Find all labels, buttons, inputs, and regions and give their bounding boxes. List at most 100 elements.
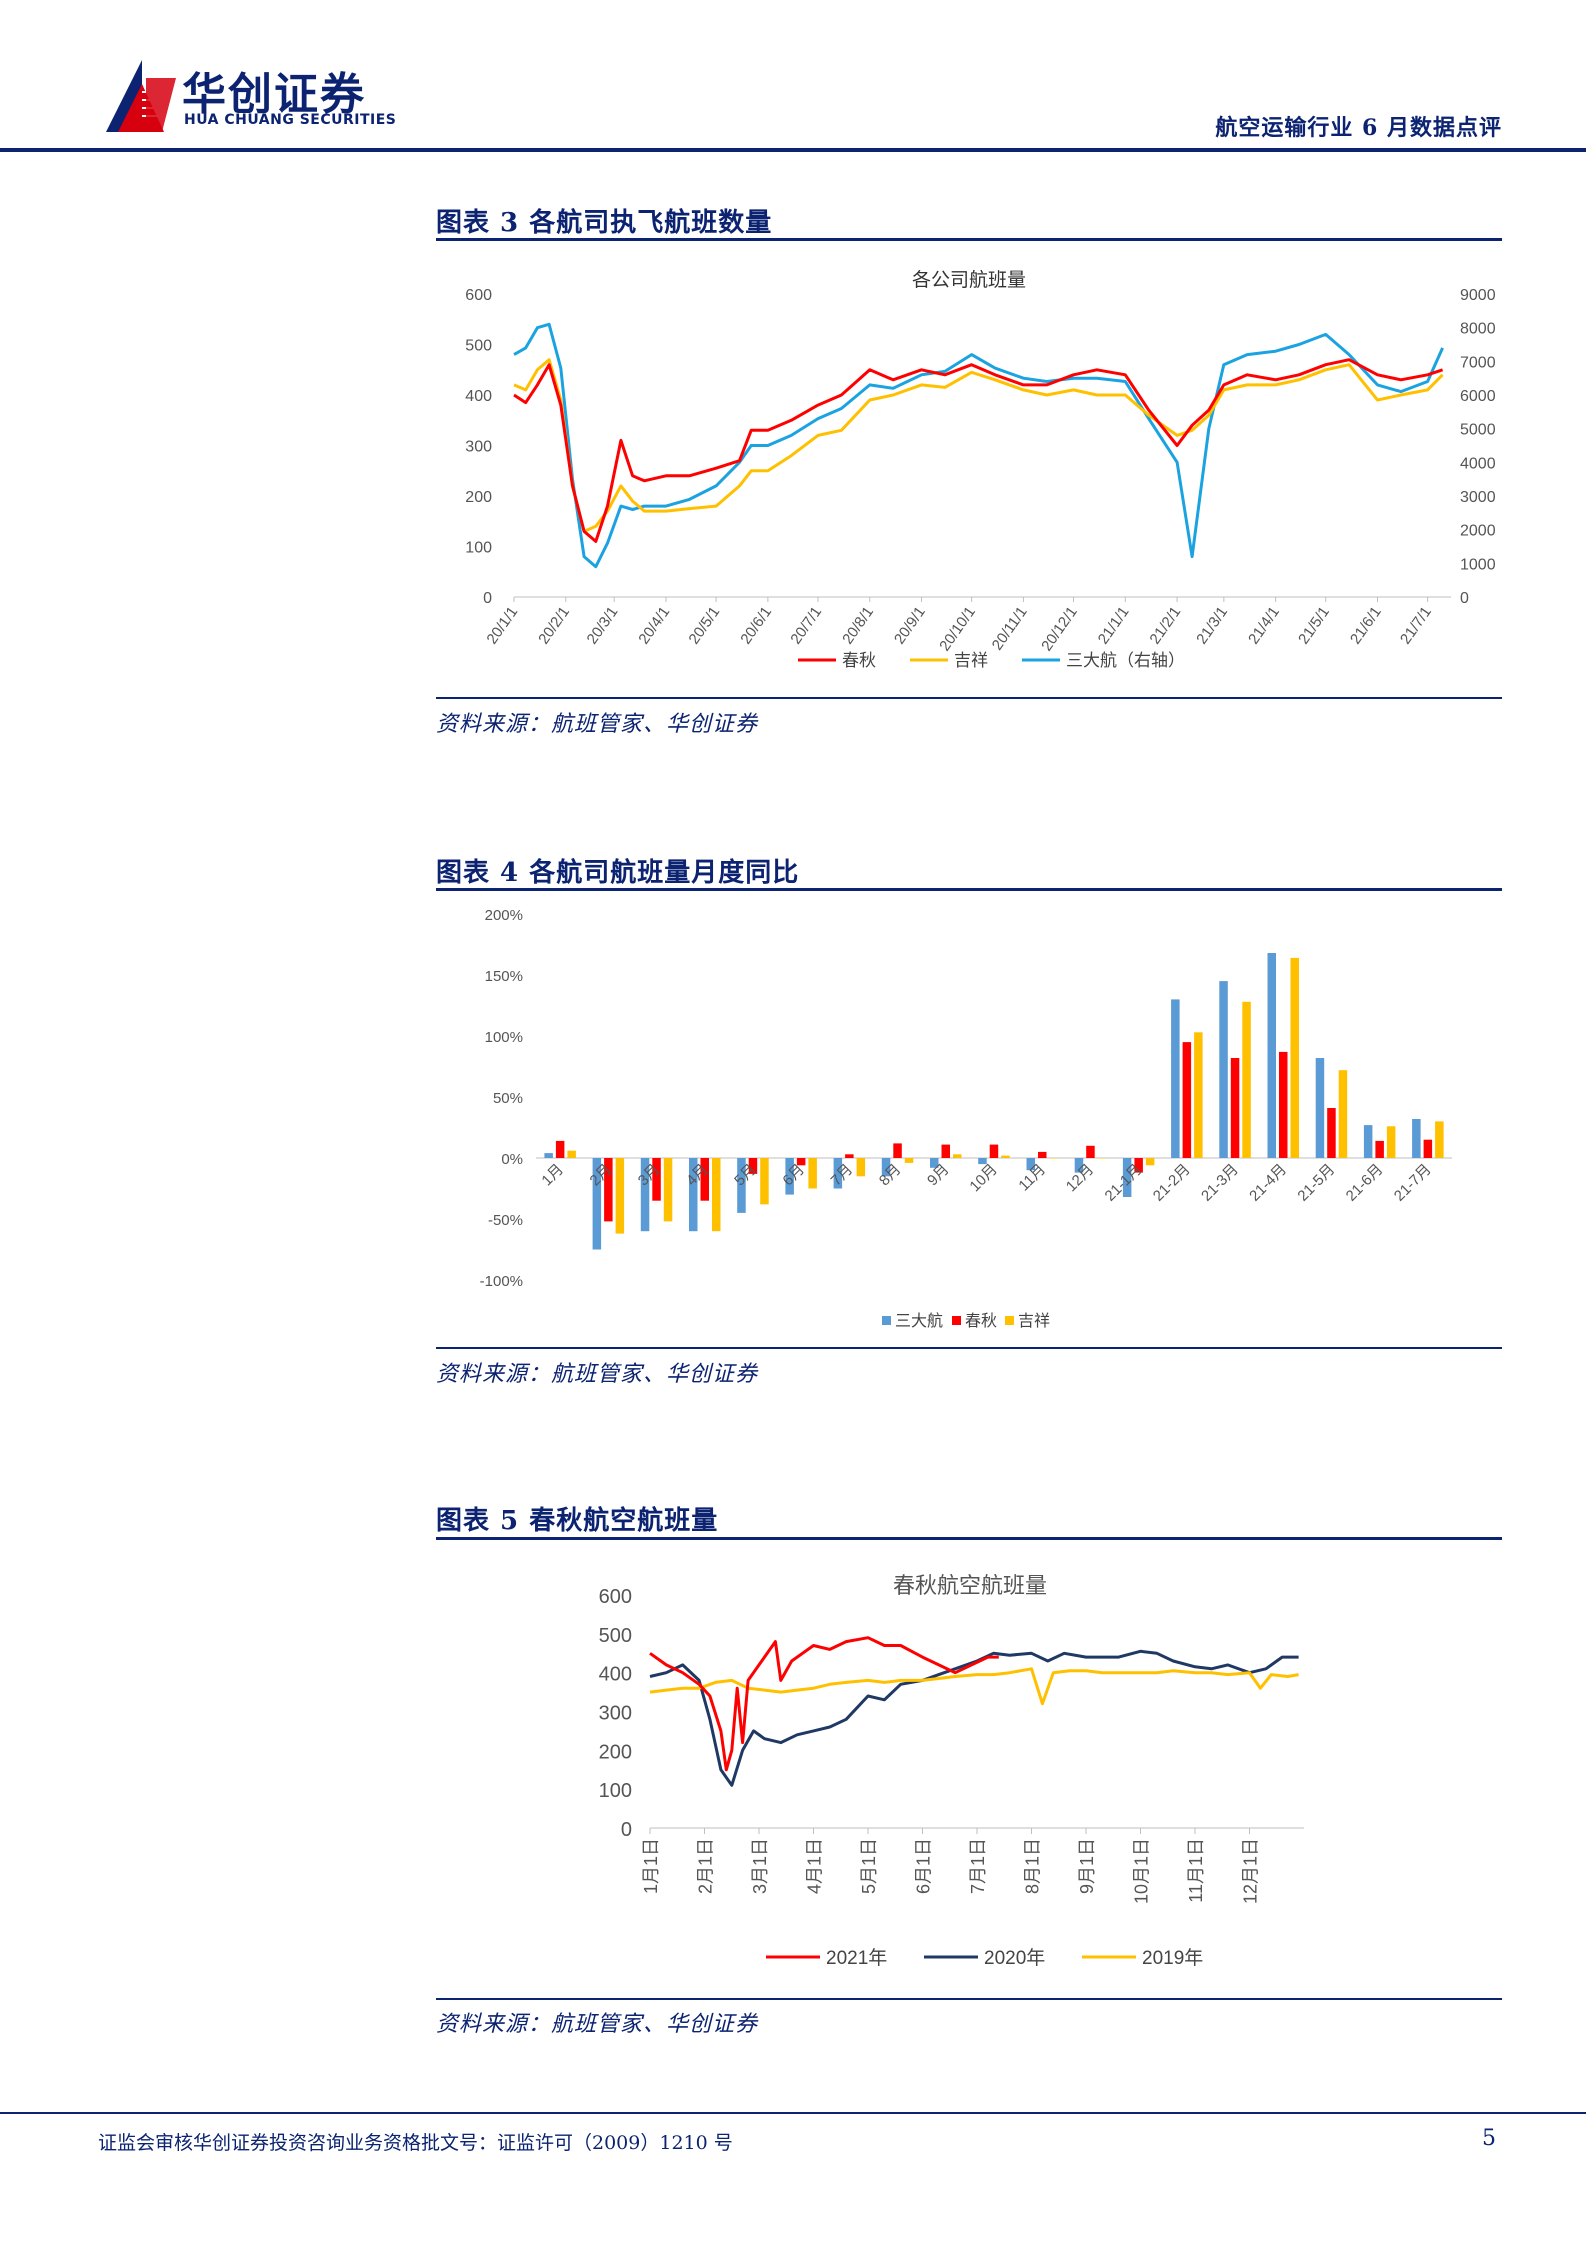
figure3-left-tick-label: 200 <box>465 489 492 506</box>
figure4-legend-label: 春秋 <box>965 1312 997 1330</box>
figure4-bar <box>663 1158 673 1222</box>
page-number: 5 <box>1482 2126 1496 2151</box>
figure4-bar <box>1086 1145 1095 1158</box>
figure4-y-tick-label: 150% <box>485 968 523 985</box>
figure4-bar <box>1122 1158 1132 1197</box>
figure3-right-tick-label: 1000 <box>1460 556 1496 573</box>
figure3-x-tick-label: 20/2/1 <box>535 604 573 648</box>
figure5-legend-label: 2021年 <box>826 1947 887 1969</box>
figure4-bar <box>592 1158 602 1250</box>
figure3-x-tick-label: 21/7/1 <box>1397 604 1435 648</box>
footer-divider <box>0 2112 1586 2114</box>
figure4-legend-label: 吉祥 <box>1018 1312 1050 1330</box>
figure4-bar <box>881 1158 891 1177</box>
figure3-x-tick-label: 21/4/1 <box>1245 604 1283 648</box>
figure3-x-tick-label: 21/6/1 <box>1347 604 1385 648</box>
figure3-chart-title: 各公司航班量 <box>912 269 1026 291</box>
figure3-x-tick-label: 20/1/1 <box>483 604 521 648</box>
figure4-category-label: 7月 <box>828 1161 857 1190</box>
figure3-x-tick-label: 20/5/1 <box>686 604 724 648</box>
logo-text-en: HUA CHUANG SECURITIES <box>184 112 397 128</box>
figure4-bottom-rule <box>436 1347 1502 1349</box>
figure4-bar <box>1267 953 1276 1158</box>
figure4-bar <box>1327 1108 1336 1158</box>
figure4-bar <box>1315 1058 1325 1158</box>
figure4-bar <box>1363 1125 1373 1158</box>
figure4-bar <box>760 1158 769 1205</box>
figure5-x-tick-label: 4月1日 <box>805 1838 825 1894</box>
figure4-bar <box>544 1153 553 1158</box>
figure4-bar <box>941 1144 950 1158</box>
figure5-x-tick-label: 1月1日 <box>641 1838 661 1894</box>
figure3-x-tick-label: 21/1/1 <box>1095 604 1133 648</box>
figure5-x-tick-label: 11月1日 <box>1186 1838 1206 1903</box>
figure3-top-rule <box>436 238 1502 241</box>
figure5-x-tick-label: 7月1日 <box>968 1838 988 1894</box>
figure5-top-rule <box>436 1537 1502 1540</box>
figure5-x-tick-label: 9月1日 <box>1077 1838 1097 1894</box>
figure4-bar <box>1182 1042 1192 1158</box>
figure4-y-tick-label: -50% <box>488 1212 523 1229</box>
figure4-bar <box>1001 1155 1010 1158</box>
figure3-right-tick-label: 7000 <box>1460 354 1496 371</box>
figure4-category-label: 12月 <box>1063 1161 1097 1195</box>
figure5-x-tick-label: 8月1日 <box>1023 1838 1043 1894</box>
figure3-x-tick-label: 20/7/1 <box>787 604 825 648</box>
figure5-series-line-2 <box>649 1667 1299 1706</box>
figure3-series-line-0 <box>513 358 1444 543</box>
figure4-bar <box>1171 999 1180 1158</box>
figure3-x-tick-label: 20/8/1 <box>839 604 877 648</box>
figure5-y-tick-label: 400 <box>599 1664 632 1686</box>
figure4-bar <box>1219 981 1228 1158</box>
figure4-category-label: 1月 <box>538 1161 567 1190</box>
figure3-left-tick-label: 300 <box>465 439 492 456</box>
figure3-legend-label: 三大航（右轴） <box>1066 651 1185 670</box>
figure4-top-rule <box>436 888 1502 891</box>
footer-license: 证监会审核华创证券投资咨询业务资格批文号：证监许可（2009）1210 号 <box>98 2132 733 2154</box>
figure4-y-tick-label: 50% <box>493 1090 523 1107</box>
figure3-x-tick-label: 20/11/1 <box>989 604 1031 654</box>
figure4-bar <box>1423 1139 1433 1158</box>
figure4-category-label: 21-2月 <box>1150 1161 1194 1205</box>
figure5-y-tick-label: 300 <box>599 1703 632 1725</box>
figure4-y-tick-label: 0% <box>501 1151 523 1168</box>
figure3-x-tick-label: 20/9/1 <box>891 604 929 648</box>
figure4-caption: 图表 4 各航司航班量月度同比 <box>436 858 800 888</box>
figure4-bar <box>808 1158 817 1189</box>
report-title: 航空运输行业 6 月数据点评 <box>1215 115 1502 141</box>
figure5-chart: 春秋航空航班量 600 500 400 300 200 100 0 1月1日 2月1日 3月1日 4月… <box>599 1573 1304 1969</box>
figure3-x-tick-label: 20/4/1 <box>635 604 673 648</box>
figure3-right-tick-label: 4000 <box>1460 455 1496 472</box>
figure5-x-tick-label: 2月1日 <box>696 1838 716 1894</box>
figure3-x-tick-label: 21/3/1 <box>1193 604 1231 648</box>
figure4-bar <box>1435 1121 1444 1158</box>
figure5-series-line-0 <box>649 1636 999 1772</box>
figure4-bar <box>856 1158 866 1177</box>
figure5-chart-title: 春秋航空航班量 <box>893 1573 1047 1598</box>
figure4-bar <box>1242 1001 1251 1158</box>
figure5-x-tick-label: 10月1日 <box>1132 1838 1152 1904</box>
figure4-category-label: 21-5月 <box>1294 1161 1338 1205</box>
figure4-category-label: 10月 <box>966 1161 1000 1195</box>
figure4-legend-swatch <box>952 1316 961 1325</box>
figure4-bar <box>953 1154 962 1158</box>
figure5-y-tick-label: 0 <box>621 1819 632 1841</box>
figure3-x-tick-label: 20/10/1 <box>936 604 979 655</box>
figure4-bar <box>1386 1126 1396 1158</box>
figure3-left-tick-label: 500 <box>465 338 492 355</box>
figure4-bar <box>796 1158 806 1166</box>
figure4-bar <box>1074 1158 1084 1173</box>
figure4-bar <box>893 1143 902 1158</box>
figure4-bar <box>845 1154 854 1158</box>
figure4-bar <box>700 1158 709 1201</box>
figure4-bar <box>930 1158 939 1168</box>
figure4-bar <box>1194 1032 1203 1158</box>
company-logo-icon <box>106 60 176 132</box>
figure4-y-tick-label: 200% <box>485 907 523 924</box>
figure4-bar <box>978 1158 987 1165</box>
figure5-y-tick-label: 100 <box>599 1780 632 1802</box>
figure4-bar <box>652 1158 661 1201</box>
figure3-series-line-1 <box>513 358 1444 533</box>
figure4-bar <box>689 1158 698 1232</box>
figure4-bar <box>615 1158 625 1234</box>
